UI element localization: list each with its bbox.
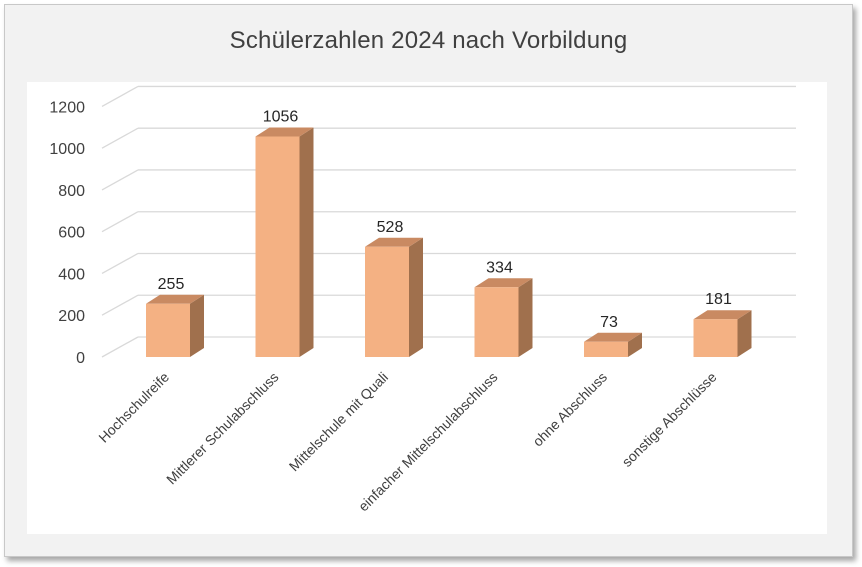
y-axis: 0 200 400 600 800 1000 1200: [49, 99, 85, 367]
data-label: 255: [158, 276, 185, 293]
gridline-diagonal-3: [101, 211, 139, 233]
bar-side: [518, 278, 533, 357]
y-tick-label: 200: [58, 308, 85, 325]
data-labels: 255 1056 528 334 73 181: [158, 109, 732, 331]
data-label: 1056: [263, 109, 299, 126]
bar-1: [255, 127, 314, 357]
bar-front: [255, 136, 300, 357]
bar-3: [474, 278, 533, 357]
bar-side: [190, 294, 204, 357]
x-tick-label: sonstige Abschlüsse: [619, 369, 720, 470]
bar-5: [693, 310, 752, 357]
gridline-diagonal-6: [101, 85, 139, 108]
gridline-diagonal-4: [101, 169, 139, 191]
chart-title: Schülerzahlen 2024 nach Vorbildung: [229, 27, 628, 54]
bar-front: [584, 341, 628, 357]
x-tick-label: Mittlerer Schulabschluss: [163, 369, 282, 488]
gridlines: [101, 85, 796, 358]
bar-top: [146, 294, 204, 304]
bar-side: [737, 310, 752, 357]
x-tick-label: Mittelschule mit Quali: [286, 369, 391, 474]
bar-top: [693, 310, 752, 320]
bar-side: [299, 127, 314, 357]
bar-side: [628, 332, 642, 357]
bar-top: [584, 332, 642, 342]
x-tick-label: Hochschulreife: [95, 369, 172, 446]
bar-0: [146, 294, 204, 357]
gridline-diagonal-0: [101, 336, 139, 358]
bar-front: [693, 319, 738, 357]
bar-top: [365, 237, 423, 247]
bar-top: [474, 278, 533, 288]
data-label: 181: [705, 291, 732, 308]
data-label: 73: [600, 314, 618, 331]
data-label: 528: [377, 219, 404, 236]
y-tick-label: 800: [58, 183, 85, 200]
bar-front: [474, 287, 519, 357]
bar-front: [146, 303, 190, 357]
gridline-diagonal-2: [101, 252, 139, 275]
y-tick-label: 400: [58, 266, 85, 283]
data-label: 334: [486, 259, 513, 276]
gridline-diagonal-1: [101, 294, 139, 316]
gridline-diagonal-5: [101, 127, 139, 149]
y-tick-label: 600: [58, 225, 85, 242]
bar-top: [255, 127, 314, 137]
bar-side: [409, 237, 423, 357]
chart-frame: Schülerzahlen 2024 nach Vorbildung: [4, 4, 853, 557]
y-tick-label: 1000: [49, 141, 85, 158]
bar-front: [365, 246, 409, 357]
y-tick-label: 0: [76, 350, 85, 367]
bars: [146, 127, 752, 357]
bar-2: [365, 237, 423, 357]
bar-4: [584, 332, 642, 357]
x-tick-label: ohne Abschluss: [529, 369, 610, 450]
y-tick-label: 1200: [49, 99, 85, 116]
